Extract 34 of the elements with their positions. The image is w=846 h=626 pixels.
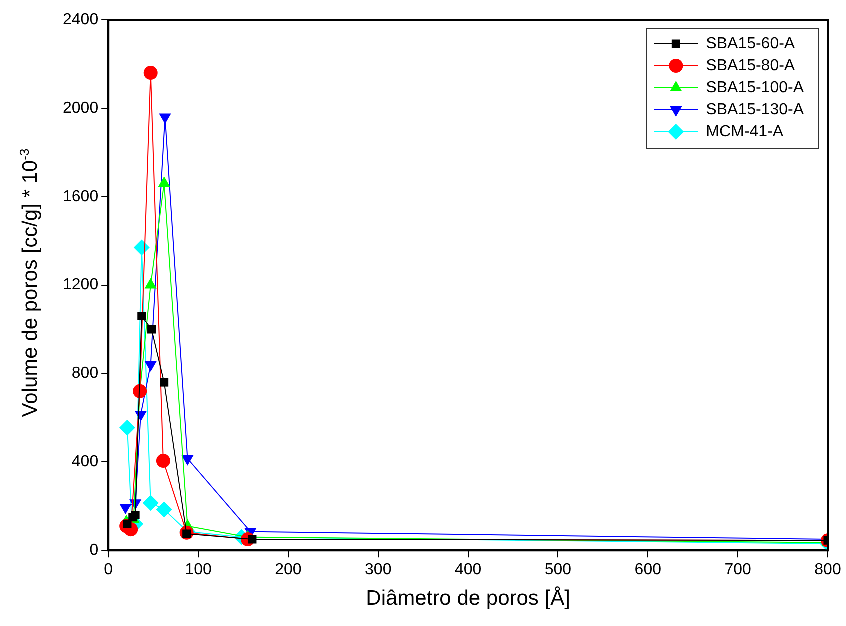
y-tick-label: 0 [90, 542, 99, 560]
point [248, 535, 257, 544]
x-tick-label: 600 [634, 562, 662, 579]
y-tick-label: 1200 [63, 276, 99, 294]
x-tick-label: 500 [544, 562, 572, 579]
point [156, 502, 172, 518]
point [119, 420, 136, 436]
y-tick-label: 800 [72, 365, 99, 382]
x-tick-label: 700 [724, 562, 752, 579]
point [138, 312, 146, 320]
point [142, 495, 159, 512]
y-tick-label: 400 [72, 454, 99, 471]
point [144, 66, 158, 80]
point [133, 384, 148, 398]
x-tick-label: 300 [365, 562, 392, 579]
x-tick-label: 800 [814, 562, 842, 579]
point [148, 325, 156, 334]
point [160, 378, 169, 387]
legend-label: SBA15-100-A [706, 79, 804, 96]
point [134, 240, 150, 256]
x-tick-label: 200 [275, 562, 302, 579]
x-tick-label: 400 [454, 562, 482, 579]
y-tick-label: 2000 [63, 100, 99, 117]
y-tick-label: 1600 [63, 188, 99, 206]
legend-label: SBA15-80-A [706, 57, 796, 74]
y-tick-label: 2400 [63, 11, 99, 28]
legend-label: SBA15-60-A [706, 35, 796, 52]
legend-label: SBA15-130-A [706, 101, 804, 118]
x-axis-title: Diâmetro de poros [Å] [366, 586, 570, 610]
point [156, 454, 170, 468]
x-tick-label: 100 [185, 562, 212, 579]
x-tick-label: 0 [104, 562, 114, 579]
legend-label: MCM-41-A [706, 123, 784, 140]
point [131, 510, 140, 520]
